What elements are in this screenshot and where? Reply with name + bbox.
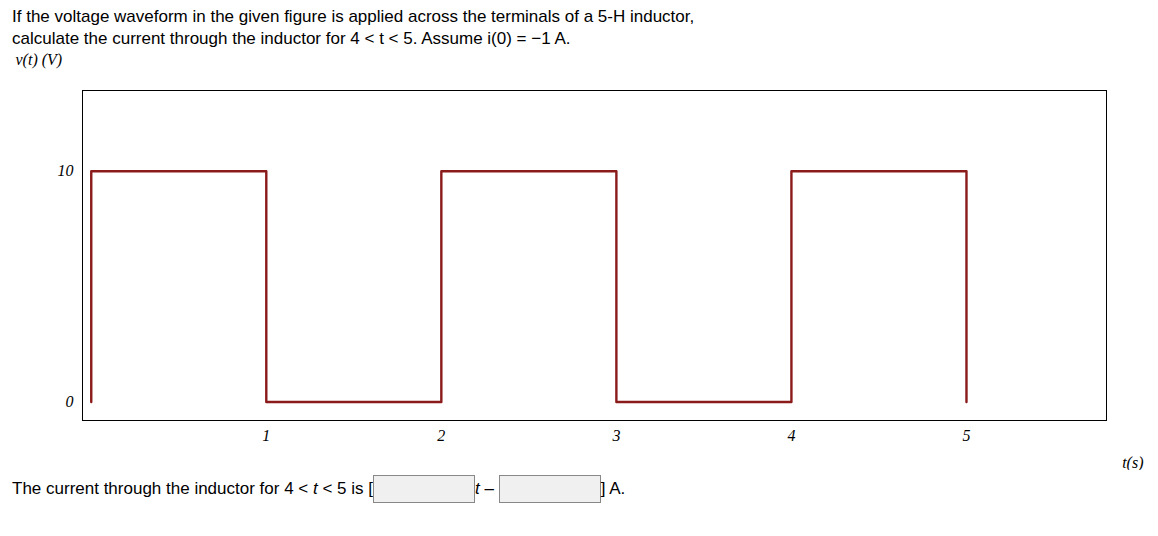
svg-text:2: 2 (437, 427, 445, 444)
svg-text:1: 1 (262, 427, 270, 444)
svg-text:10: 10 (58, 162, 74, 179)
svg-text:0: 0 (66, 393, 74, 410)
svg-text:v(t) (V): v(t) (V) (16, 51, 63, 69)
html-text:] A.: ] A. (600, 479, 626, 498)
html-text:If the voltage waveform in the: If the voltage waveform in the given fig… (12, 7, 695, 26)
svg-text:3: 3 (611, 427, 620, 444)
svg-text:4: 4 (787, 427, 795, 444)
html-text:The current through the induct: The current through the inductor for 4 <… (12, 479, 373, 498)
html-text:calculate the current through: calculate the current through the induct… (12, 29, 571, 48)
svg-text:5: 5 (962, 427, 970, 444)
svg-text:t(s): t(s) (1122, 454, 1143, 471)
html-text:t –: t – (475, 479, 499, 498)
